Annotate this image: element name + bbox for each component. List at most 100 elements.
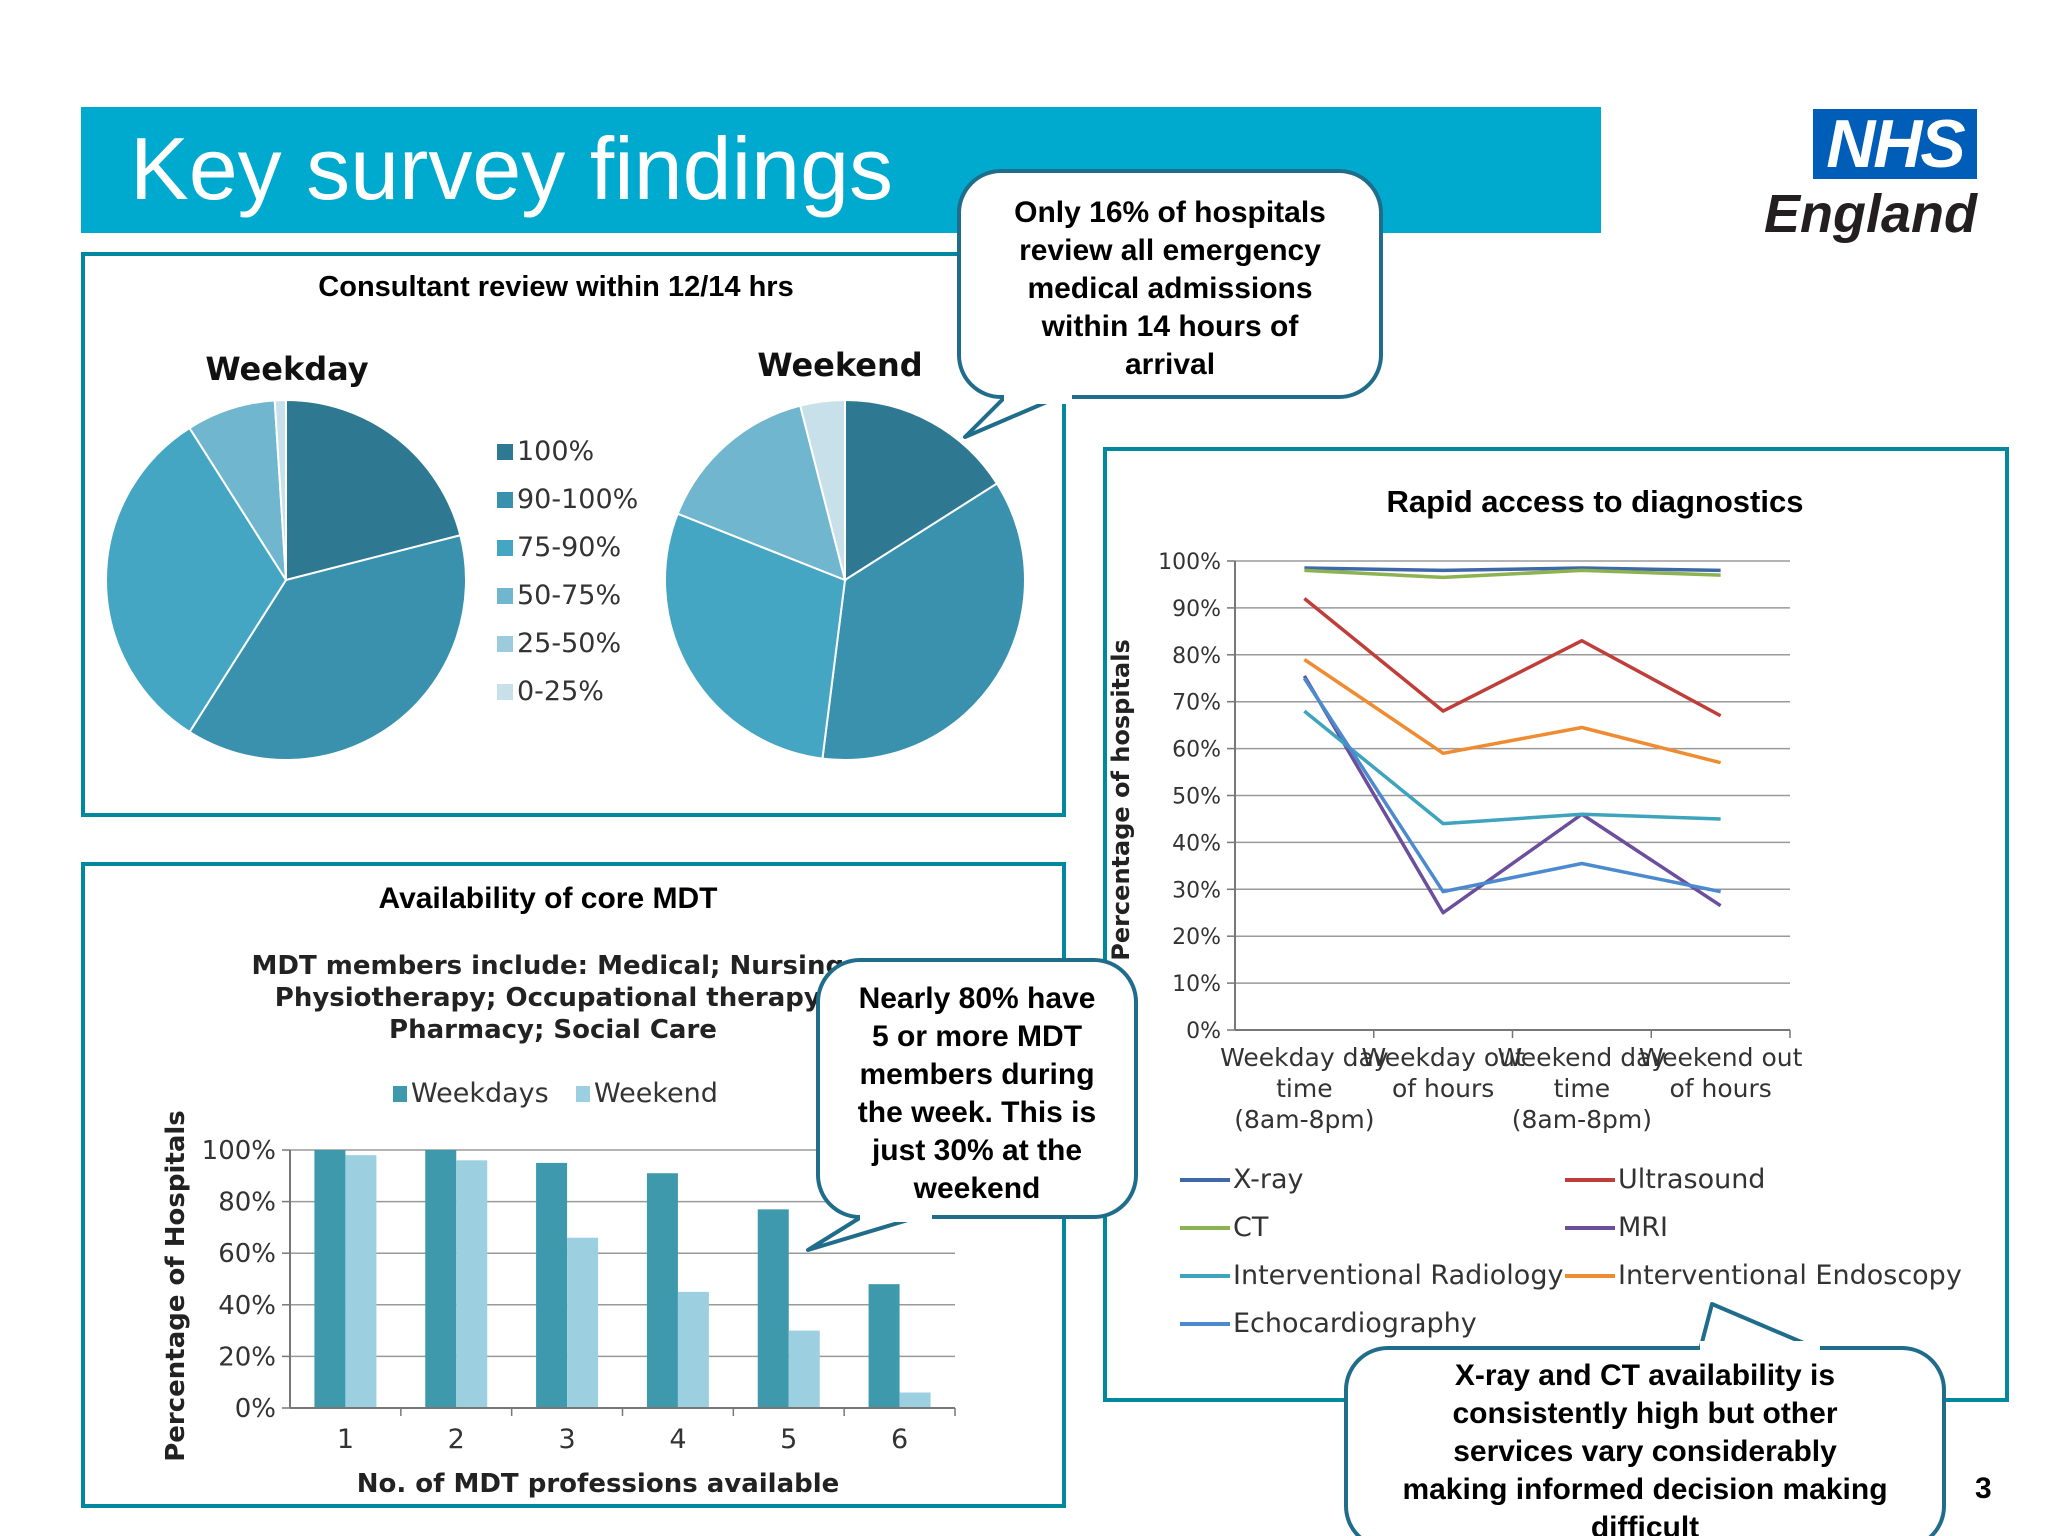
callout-1-text-line-4: arrival <box>1125 348 1215 381</box>
pie-legend-label-0: 100% <box>517 436 594 467</box>
bar-weekdays-6 <box>868 1284 900 1408</box>
callout-3-text-line-3: making informed decision making <box>1402 1473 1887 1506</box>
callout-3-tail-join <box>1700 1341 1820 1352</box>
bar-weekdays-5 <box>757 1209 789 1408</box>
line-series-mri <box>1302 675 1722 915</box>
bar-weekend-1 <box>345 1155 377 1408</box>
callout-2-text-line-1: 5 or more MDT <box>872 1020 1082 1053</box>
line-xtick-label-0-0: Weekday day <box>1220 1043 1389 1072</box>
bar-weekend-6 <box>899 1392 931 1408</box>
line-xtick-label-3-1: of hours <box>1669 1074 1771 1103</box>
line-xtick-label-3-0: Weekend out <box>1639 1043 1803 1072</box>
line-ytick-label-3: 30% <box>1172 878 1221 903</box>
line-legend-label-ct: CT <box>1233 1212 1269 1243</box>
pie-legend-label-5: 0-25% <box>517 676 604 707</box>
line-series-echocardiography <box>1302 677 1721 894</box>
bar-legend-swatch-weekdays <box>393 1086 407 1102</box>
nhs-logo: NHS <box>1813 109 1977 179</box>
line-chart-title: Rapid access to diagnostics <box>1387 484 1804 519</box>
pie-legend-label-4: 25-50% <box>517 628 621 659</box>
line-ytick-label-2: 20% <box>1172 925 1221 950</box>
line-ytick-label-9: 90% <box>1172 597 1221 622</box>
line-legend-label-interventional-endoscopy: Interventional Endoscopy <box>1618 1260 1962 1291</box>
page-title: Key survey findings <box>130 119 894 218</box>
callout-3-text-line-0: X-ray and CT availability is <box>1455 1359 1835 1392</box>
line-series-ultrasound <box>1303 597 1722 718</box>
pie-legend-swatch-0 <box>497 444 513 460</box>
pie-legend-label-1: 90-100% <box>517 484 638 515</box>
pie-slice-weekday-0 <box>285 398 462 582</box>
callout-2-text-line-3: the week. This is <box>858 1096 1096 1129</box>
callout-1-text-line-1: review all emergency <box>1019 234 1321 267</box>
line-ytick-label-5: 50% <box>1172 785 1221 810</box>
line-legend-label-interventional-radiology: Interventional Radiology <box>1233 1260 1563 1291</box>
bar-legend-label-weekend: Weekend <box>594 1078 718 1109</box>
bar-ytick-label-3: 60% <box>218 1239 276 1269</box>
line-xtick-label-1-1: of hours <box>1392 1074 1494 1103</box>
pie-slice-weekday-5 <box>273 398 287 581</box>
bar-xtick-label-2: 2 <box>448 1424 465 1455</box>
line-xtick-label-2-1: time <box>1554 1074 1610 1103</box>
pie-legend-swatch-5 <box>497 684 513 700</box>
callout-1-bubble <box>957 169 1383 399</box>
line-series-x-ray <box>1304 566 1721 573</box>
line-ytick-label-4: 40% <box>1172 831 1221 856</box>
callout-1-tail-join <box>1004 394 1072 404</box>
callout-2-tail-join <box>860 1212 932 1222</box>
line-xtick-label-2-0: Weekend day <box>1498 1043 1667 1072</box>
page-number: 3 <box>1975 1472 1992 1505</box>
line-ytick-label-8: 80% <box>1172 644 1221 669</box>
line-ytick-label-10: 100% <box>1158 550 1221 575</box>
line-legend-label-ultrasound: Ultrasound <box>1618 1164 1765 1195</box>
line-series-interventional-radiology <box>1303 709 1721 826</box>
line-ytick-label-1: 10% <box>1172 972 1221 997</box>
bar-weekdays-4 <box>646 1173 678 1408</box>
bar-weekdays-3 <box>536 1162 568 1408</box>
bar-xtick-label-4: 4 <box>669 1424 686 1455</box>
line-y-axis-label: Percentage of hospitals <box>1107 639 1135 961</box>
bar-chart-title: Availability of core MDT <box>379 882 718 915</box>
line-xtick-label-2-2: (8am-8pm) <box>1512 1105 1652 1134</box>
pie-slice-weekend-3 <box>676 404 847 582</box>
bar-xtick-label-5: 5 <box>780 1424 797 1455</box>
bar-legend-swatch-weekend <box>576 1086 590 1102</box>
pie-slice-weekend-0 <box>844 398 999 582</box>
pie-legend-swatch-1 <box>497 492 513 508</box>
line-ytick-label-6: 60% <box>1172 738 1221 763</box>
bar-ytick-label-1: 20% <box>218 1342 276 1372</box>
line-legend-label-x-ray: X-ray <box>1233 1164 1304 1195</box>
line-ytick-label-0: 0% <box>1186 1019 1221 1044</box>
line-series-interventional-endoscopy <box>1303 658 1722 765</box>
bar-weekend-3 <box>567 1237 599 1408</box>
pie-legend-swatch-3 <box>497 588 513 604</box>
callout-1-text-line-2: medical admissions <box>1027 272 1312 305</box>
callout-1-text-line-0: Only 16% of hospitals <box>1014 196 1326 229</box>
line-series-ct <box>1304 568 1721 580</box>
bar-ytick-label-0: 0% <box>235 1394 276 1424</box>
pie-slice-weekend-5 <box>799 398 846 581</box>
bar-weekend-2 <box>456 1160 488 1408</box>
bar-chart-subtitle-line-1: Physiotherapy; Occupational therapy; <box>275 983 831 1013</box>
callout-2-text-line-0: Nearly 80% have <box>859 982 1096 1015</box>
line-ytick-label-7: 70% <box>1172 691 1221 716</box>
bar-ytick-label-4: 80% <box>218 1188 276 1218</box>
callout-2-text-line-5: weekend <box>913 1172 1041 1205</box>
pie-chart-title: Consultant review within 12/14 hrs <box>318 271 793 303</box>
callout-3-text-line-2: services vary considerably <box>1453 1435 1837 1468</box>
bar-xtick-label-1: 1 <box>337 1424 354 1455</box>
pie-slice-weekend-1 <box>821 482 1026 761</box>
line-legend-label-mri: MRI <box>1618 1212 1668 1243</box>
nhs-logo-england: England <box>1764 184 1977 244</box>
pie-label-weekend: Weekend <box>757 346 922 384</box>
pie-slice-weekend-2 <box>664 512 847 760</box>
bar-weekend-5 <box>788 1330 820 1408</box>
pie-legend-swatch-2 <box>497 540 513 556</box>
callout-1-text-line-3: within 14 hours of <box>1041 310 1300 343</box>
bar-chart-subtitle-line-2: Pharmacy; Social Care <box>389 1015 717 1045</box>
line-xtick-label-1-0: Weekday out <box>1361 1043 1525 1072</box>
line-xtick-label-0-2: (8am-8pm) <box>1234 1105 1374 1134</box>
callout-2-text-line-2: members during <box>859 1058 1094 1091</box>
pie-legend-swatch-4 <box>497 636 513 652</box>
line-panel <box>1103 447 2009 1402</box>
